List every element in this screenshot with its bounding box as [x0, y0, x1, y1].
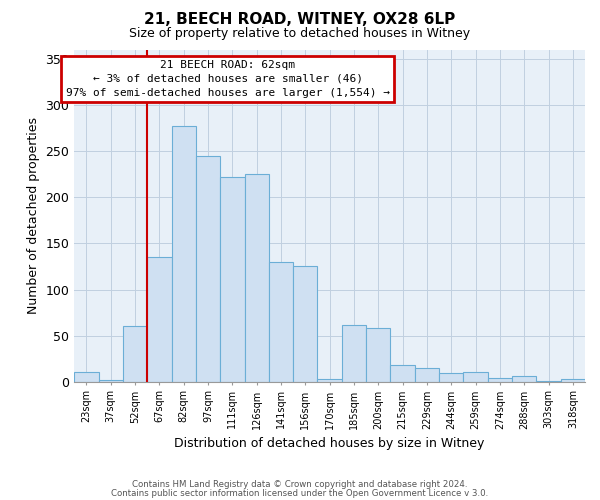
- Bar: [439, 374, 463, 382]
- Bar: [391, 365, 415, 382]
- Bar: [317, 379, 342, 382]
- Y-axis label: Number of detached properties: Number of detached properties: [27, 118, 40, 314]
- Bar: [560, 379, 585, 382]
- Bar: [293, 266, 317, 382]
- Bar: [220, 177, 245, 382]
- Bar: [123, 326, 147, 382]
- Bar: [245, 174, 269, 382]
- Bar: [98, 380, 123, 382]
- Bar: [269, 262, 293, 382]
- Text: 21 BEECH ROAD: 62sqm
← 3% of detached houses are smaller (46)
97% of semi-detach: 21 BEECH ROAD: 62sqm ← 3% of detached ho…: [65, 60, 389, 98]
- Text: Size of property relative to detached houses in Witney: Size of property relative to detached ho…: [130, 28, 470, 40]
- X-axis label: Distribution of detached houses by size in Witney: Distribution of detached houses by size …: [175, 437, 485, 450]
- Bar: [196, 156, 220, 382]
- Bar: [74, 372, 98, 382]
- Bar: [147, 258, 172, 382]
- Bar: [512, 376, 536, 382]
- Text: 21, BEECH ROAD, WITNEY, OX28 6LP: 21, BEECH ROAD, WITNEY, OX28 6LP: [145, 12, 455, 28]
- Text: Contains HM Land Registry data © Crown copyright and database right 2024.: Contains HM Land Registry data © Crown c…: [132, 480, 468, 489]
- Bar: [488, 378, 512, 382]
- Bar: [415, 368, 439, 382]
- Bar: [342, 324, 366, 382]
- Text: Contains public sector information licensed under the Open Government Licence v : Contains public sector information licen…: [112, 488, 488, 498]
- Bar: [463, 372, 488, 382]
- Bar: [536, 380, 560, 382]
- Bar: [366, 328, 391, 382]
- Bar: [172, 126, 196, 382]
